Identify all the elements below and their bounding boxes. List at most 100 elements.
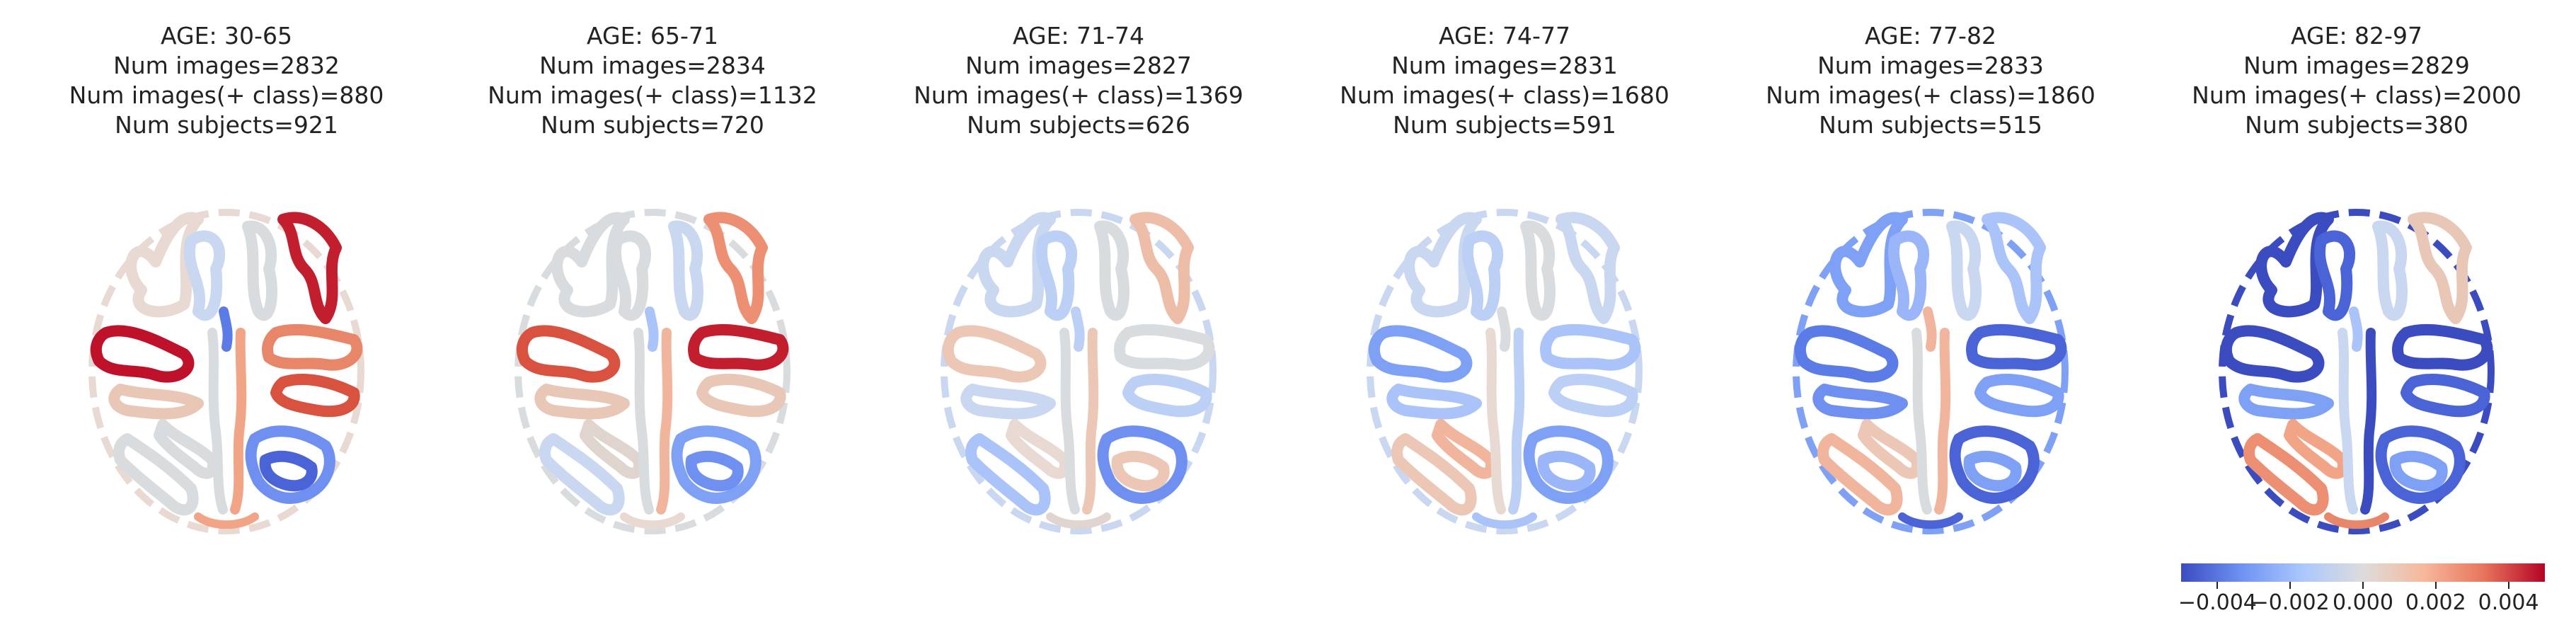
colorbar-tick	[2362, 582, 2364, 589]
brain-axial-slice	[2219, 209, 2495, 534]
gyrus-bot	[620, 512, 685, 529]
cortex-outline	[2219, 209, 2495, 534]
gyrus-ro-in	[1111, 450, 1170, 492]
brain-panel-1: AGE: 30-65 Num images=2832 Num images(+ cl…	[14, 0, 439, 552]
colorbar-tick	[2507, 582, 2509, 589]
gyrus-mid-l	[1485, 328, 1506, 515]
gyrus-bot	[194, 512, 259, 529]
gyrus-lp-in	[534, 384, 630, 420]
gyrus-rp-in	[2400, 373, 2490, 418]
title-age: AGE: 82-97	[2291, 22, 2422, 50]
title-num-pos: Num images(+ class)=1680	[1340, 81, 1669, 109]
gyrus-lf-out	[2255, 212, 2334, 318]
gyrus-rf-in	[1094, 220, 1130, 321]
gyrus-mid-r	[1934, 328, 1951, 515]
brain-axial-slice	[941, 209, 1217, 534]
gyrus-bot	[1898, 512, 1963, 529]
title-num-pos: Num images(+ class)=1860	[1766, 81, 2095, 109]
gyrus-lf-out	[1829, 212, 1908, 318]
panel-title: AGE: 74-77 Num images=2831 Num images(+ cl…	[1292, 21, 1717, 140]
gyrus-lf-in	[1462, 230, 1503, 321]
gyrus-lf-out	[1403, 212, 1482, 318]
gyrus-ro-in	[1963, 450, 2022, 492]
gyrus-ctr	[645, 306, 659, 352]
gyrus-mid-l	[207, 328, 228, 515]
gyrus-lp-out	[516, 325, 621, 383]
brain-axial-slice	[1793, 209, 2069, 534]
gyrus-ro-in	[1537, 450, 1596, 492]
panel-title: AGE: 71-74 Num images=2827 Num images(+ cl…	[866, 21, 1291, 140]
gyrus-lp-out	[90, 325, 195, 383]
brain-panel-5: AGE: 77-82 Num images=2833 Num images(+ cl…	[1718, 0, 2143, 552]
gyrus-lf-in	[1036, 230, 1077, 321]
gyrus-rp-out	[2392, 323, 2493, 371]
gyrus-ctr	[2349, 306, 2363, 352]
colorbar-tick	[2289, 582, 2292, 589]
gyrus-rf-out	[1982, 212, 2046, 324]
gyrus-lo-in	[580, 419, 645, 479]
gyrus-bot	[1472, 512, 1537, 529]
gyrus-lf-in	[1888, 230, 1929, 321]
gyrus-mid-l	[633, 328, 654, 515]
gyrus-bot	[2324, 512, 2389, 529]
gyrus-rp-in	[1974, 373, 2064, 418]
gyrus-ro-out	[1523, 425, 1614, 504]
brain-panel-3: AGE: 71-74 Num images=2827 Num images(+ cl…	[866, 0, 1291, 552]
panel-title: AGE: 30-65 Num images=2832 Num images(+ cl…	[14, 21, 439, 140]
title-num-images: Num images=2827	[965, 52, 1192, 79]
gyrus-rp-out	[688, 323, 789, 371]
gyrus-ctr	[219, 306, 233, 352]
title-num-subjects: Num subjects=515	[1819, 111, 2042, 139]
gyrus-rf-out	[277, 212, 342, 324]
gyrus-lf-out	[551, 212, 630, 318]
title-num-images: Num images=2831	[1391, 52, 1618, 79]
gyrus-lf-in	[2314, 230, 2355, 321]
title-age: AGE: 77-82	[1865, 22, 1996, 50]
gyrus-rp-in	[1548, 373, 1638, 418]
colorbar-tick-label: −0.004	[2178, 590, 2257, 615]
gyrus-mid-l	[1059, 328, 1080, 515]
gyrus-ro-in	[685, 450, 744, 492]
title-num-images: Num images=2833	[1817, 52, 2044, 79]
gyrus-rp-out	[262, 323, 363, 371]
brain-panel-2: AGE: 65-71 Num images=2834 Num images(+ cl…	[440, 0, 865, 552]
gyrus-lp-in	[1812, 384, 1908, 420]
gyrus-mid-r	[1508, 328, 1525, 515]
gyrus-lp-out	[2220, 325, 2325, 383]
title-num-pos: Num images(+ class)=2000	[2192, 81, 2522, 109]
gyrus-mid-l	[2338, 328, 2358, 515]
gyrus-lp-in	[2238, 384, 2334, 420]
gyrus-rp-in	[696, 373, 786, 418]
title-num-pos: Num images(+ class)=880	[69, 81, 384, 109]
gyrus-lp-in	[1386, 384, 1482, 420]
brain-axial-slice	[514, 209, 790, 534]
gyrus-lf-out	[125, 212, 204, 318]
brain-panel-6: AGE: 82-97 Num images=2829 Num images(+ cl…	[2144, 0, 2569, 552]
gyrus-lp-out	[1794, 325, 1899, 383]
gyrus-rf-in	[1946, 220, 1982, 321]
brain-axial-slice	[88, 209, 364, 534]
title-num-subjects: Num subjects=380	[2245, 111, 2468, 139]
gyrus-lp-out	[942, 325, 1047, 383]
gyrus-lp-out	[1368, 325, 1473, 383]
title-num-subjects: Num subjects=626	[967, 111, 1190, 139]
gyrus-mid-r	[656, 328, 673, 515]
title-num-subjects: Num subjects=591	[1393, 111, 1616, 139]
gyrus-lf-in	[610, 230, 651, 321]
gyrus-rf-in	[242, 220, 278, 321]
gyrus-rp-out	[1114, 323, 1215, 371]
gyrus-lo-out	[2243, 433, 2329, 516]
title-num-subjects: Num subjects=720	[541, 111, 764, 139]
gyrus-lo-in	[1432, 419, 1497, 479]
colorbar-tick-label: 0.000	[2333, 590, 2393, 615]
gyrus-lp-in	[960, 384, 1056, 420]
colorbar-tick-label: 0.004	[2478, 590, 2539, 615]
gyrus-mid-r	[2360, 328, 2377, 515]
title-num-images: Num images=2832	[113, 52, 340, 79]
gyrus-lo-out	[113, 433, 199, 516]
cortex-outline	[1367, 209, 1643, 534]
title-age: AGE: 74-77	[1439, 22, 1570, 50]
gyrus-ctr	[1071, 306, 1085, 352]
gyrus-rp-in	[1122, 373, 1212, 418]
gyrus-mid-l	[1911, 328, 1932, 515]
